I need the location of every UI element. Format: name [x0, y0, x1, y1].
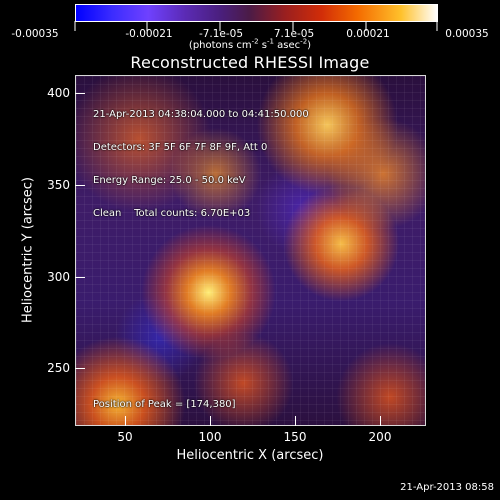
y-axis-title: Heliocentric Y (arcsec): [20, 177, 36, 323]
x-axis-tick-200: [380, 416, 381, 426]
x-axis-tick-100: [210, 416, 211, 426]
y-axis-tick-300: [75, 277, 85, 278]
info-line-4: Clean Total counts: 6.70E+03: [93, 208, 251, 219]
x-axis-label-150: 150: [283, 430, 307, 444]
y-axis-label-400: 400: [47, 86, 70, 100]
colorbar-label-5: 0.00021: [346, 28, 390, 40]
units-mid: s: [258, 40, 268, 51]
colorbar-label-6: 0.00035: [445, 28, 489, 40]
units-close: ): [307, 40, 312, 51]
units-prefix: (photons cm: [188, 40, 252, 51]
units-s-power: -1: [267, 37, 274, 46]
colorbar-tick-4: [292, 21, 294, 31]
rhessi-image-plot: 21-Apr-2013 04:38:04.000 to 04:41:50.000…: [75, 75, 426, 426]
colorbar-units: (photons cm-2 s-1 asec-2): [0, 37, 500, 52]
y-axis-tick-350: [75, 185, 85, 186]
units-cm-power: -2: [251, 37, 259, 46]
colorbar-tick-1: [74, 21, 76, 31]
footer-timestamp: 21-Apr-2013 08:58: [400, 482, 494, 493]
colorbar-tick-6: [436, 21, 438, 31]
info-line-3: Energy Range: 25.0 - 50.0 keV: [93, 175, 246, 186]
x-axis-tick-150: [295, 416, 296, 426]
image-info-block: 21-Apr-2013 04:38:04.000 to 04:41:50.000…: [93, 87, 309, 241]
units-asec-power: -2: [300, 37, 308, 46]
colorbar-label-3: -7.1e-05: [198, 28, 244, 40]
peak-position-text: Position of Peak = [174,380]: [93, 399, 236, 410]
x-axis-title: Heliocentric X (arcsec): [176, 448, 324, 463]
info-line-1: 21-Apr-2013 04:38:04.000 to 04:41:50.000: [93, 109, 309, 120]
colorbar-label-2: -0.00021: [125, 28, 173, 40]
colorbar-tick-3: [219, 21, 221, 31]
colorbar-label-4: 7.1e-05: [273, 28, 315, 40]
y-axis-label-300: 300: [47, 270, 70, 284]
colorbar: [75, 4, 438, 22]
colorbar-tick-2: [146, 21, 148, 31]
units-suffix: asec: [274, 40, 301, 51]
colorbar-labels: -0.00035 -0.00021 -7.1e-05 7.1e-05 0.000…: [0, 27, 500, 43]
y-axis-tick-400: [75, 93, 85, 94]
x-axis-label-200: 200: [368, 430, 392, 444]
y-axis-label-250: 250: [47, 361, 70, 375]
x-axis-label-100: 100: [198, 430, 222, 444]
y-axis-label-350: 350: [47, 178, 70, 192]
y-axis-tick-250: [75, 368, 85, 369]
colorbar-ticks: [74, 21, 438, 33]
colorbar-tick-5: [365, 21, 367, 31]
x-axis-tick-50: [125, 416, 126, 426]
plot-title: Reconstructed RHESSI Image: [130, 53, 370, 72]
info-line-2: Detectors: 3F 5F 6F 7F 8F 9F, Att 0: [93, 142, 268, 153]
x-axis-label-50: 50: [117, 430, 133, 444]
colorbar-label-1: -0.00035: [11, 28, 59, 40]
